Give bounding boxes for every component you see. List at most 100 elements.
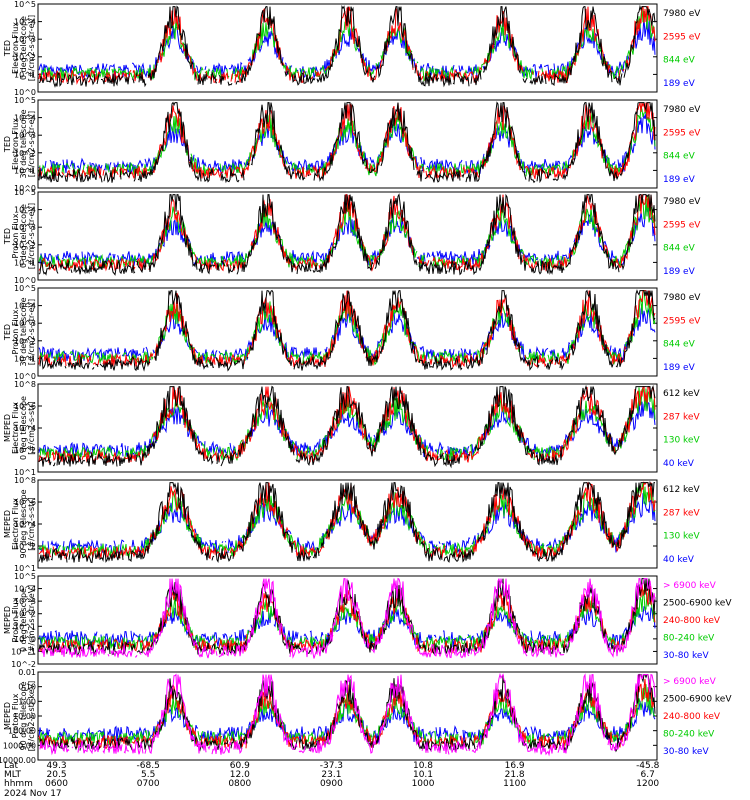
x-tick-label-mlt: 12.0 bbox=[230, 770, 250, 780]
legend-entry: 844 eV bbox=[663, 56, 696, 66]
y-axis-label-line: Proton Flux bbox=[11, 597, 20, 642]
y-tick-label: 10.00 bbox=[13, 712, 36, 721]
legend-entry: 2595 eV bbox=[663, 128, 701, 138]
legend-entry: 2595 eV bbox=[663, 316, 701, 326]
y-axis-label-line: Electron Flux bbox=[11, 118, 20, 170]
y-axis-label-line: 30 deg telescope bbox=[19, 297, 28, 366]
y-tick-label: 10^1 bbox=[14, 354, 36, 363]
legend-entry: 844 eV bbox=[663, 244, 696, 254]
y-axis-label-line: MEPED bbox=[3, 702, 12, 730]
series-line bbox=[38, 193, 656, 276]
legend-entry: 80-240 keV bbox=[663, 730, 715, 740]
y-axis-label-line: 0 deg telescope bbox=[19, 204, 28, 268]
y-tick-label: 10^5 bbox=[14, 572, 36, 581]
panel-frame bbox=[37, 287, 658, 377]
legend-entry: 40 keV bbox=[663, 555, 695, 565]
y-tick-label: 100.00 bbox=[8, 727, 36, 736]
legend-entry: 189 eV bbox=[663, 363, 696, 373]
legend-entry: 2500-6900 keV bbox=[663, 599, 732, 609]
legend-entry: 189 eV bbox=[663, 175, 696, 185]
y-tick-label: 10^2 bbox=[14, 446, 36, 455]
legend-entry: 30-80 keV bbox=[663, 747, 709, 757]
y-axis-label-line: [#/cm2-s-str-keV] bbox=[27, 585, 36, 656]
series-line bbox=[39, 289, 656, 372]
y-tick-label: 10^-1 bbox=[11, 647, 36, 656]
y-tick-label: 10^3 bbox=[14, 35, 36, 44]
x-tick-label-hhmm: 0800 bbox=[228, 779, 251, 789]
y-axis-label-line: Electron Flux bbox=[11, 402, 20, 454]
date-label: 2024 Nov 17 bbox=[4, 789, 62, 799]
y-tick-label: 10^1 bbox=[14, 468, 36, 477]
x-tick-label-hhmm: 0600 bbox=[45, 779, 68, 789]
x-row-label: hhmm bbox=[4, 779, 33, 789]
y-axis-label-line: 90 deg telescope bbox=[19, 489, 28, 558]
legend-entry: 7980 eV bbox=[663, 9, 701, 19]
y-tick-label: 10^1 bbox=[14, 622, 36, 631]
y-tick-label: 10^3 bbox=[14, 319, 36, 328]
legend-entry: 7980 eV bbox=[663, 293, 701, 303]
x-tick-label-mlt: 20.5 bbox=[47, 770, 67, 780]
legend-entry: 287 keV bbox=[663, 412, 700, 422]
y-tick-label: 10^8 bbox=[14, 476, 36, 485]
y-axis-label-line: TED bbox=[3, 324, 12, 341]
y-axis-label-line: [#/cm2-s-str] bbox=[27, 401, 36, 454]
panel-frame bbox=[37, 99, 658, 189]
y-tick-label: 0.10 bbox=[18, 683, 36, 692]
y-tick-label: 10^1 bbox=[14, 70, 36, 79]
series-line bbox=[38, 577, 656, 659]
y-tick-label: 10^2 bbox=[14, 610, 36, 619]
y-tick-label: 10^8 bbox=[14, 380, 36, 389]
y-tick-label: 10^0 bbox=[14, 276, 36, 285]
y-tick-label: 10^2 bbox=[14, 53, 36, 62]
legend-entry: 40 keV bbox=[663, 459, 695, 469]
legend-entry: 80-240 keV bbox=[663, 634, 715, 644]
panel-frame bbox=[37, 191, 658, 281]
x-tick-label-hhmm: 1200 bbox=[636, 779, 659, 789]
y-tick-label: 10^5 bbox=[14, 96, 36, 105]
y-axis-label-line: 0 deg telescope bbox=[19, 396, 28, 460]
x-tick-label-hhmm: 0900 bbox=[320, 779, 343, 789]
y-tick-label: 10^5 bbox=[14, 284, 36, 293]
y-axis-label-line: [#/cm2-s-str-eV] bbox=[27, 111, 36, 177]
y-tick-label: 10000.00 bbox=[0, 756, 36, 765]
y-tick-label: 10^1 bbox=[14, 564, 36, 573]
y-tick-label: 10^4 bbox=[14, 18, 36, 27]
legend-entry: 2595 eV bbox=[663, 32, 701, 42]
legend-entry: 7980 eV bbox=[663, 197, 701, 207]
y-tick-label: 10^3 bbox=[14, 597, 36, 606]
y-axis-label-line: Proton Flux bbox=[11, 693, 20, 738]
panel-7: 10^-2 10^-1 10^0 10^1 10^2 10^3 10^4 10^5 MEPED P… bbox=[3, 572, 732, 669]
panel-4: 10^0 10^1 10^2 10^3 10^4 10^5 TED Proton Flux 30… bbox=[3, 284, 701, 381]
y-tick-label: 10^5 bbox=[14, 0, 36, 9]
x-tick-label-hhmm: 1000 bbox=[412, 779, 435, 789]
series-line bbox=[39, 203, 656, 268]
panel-5: 10^1 10^2 10^4 10^6 10^8 MEPED Electron Flux 0 … bbox=[3, 380, 700, 477]
y-tick-label: 10^4 bbox=[14, 585, 36, 594]
panel-8: 10000.00 1000.00 100.00 10.00 1.00 0.10 0.01 ME… bbox=[0, 668, 732, 765]
y-tick-label: 10^4 bbox=[14, 206, 36, 215]
legend-entry: > 6900 keV bbox=[663, 581, 717, 591]
legend-entry: 287 keV bbox=[663, 508, 700, 518]
legend-entry: 844 eV bbox=[663, 152, 696, 162]
y-tick-label: 10^5 bbox=[14, 188, 36, 197]
legend-entry: 240-800 keV bbox=[663, 616, 721, 626]
y-axis-label-line: MEPED bbox=[3, 510, 12, 538]
y-tick-label: 10^-2 bbox=[11, 660, 36, 669]
panel-frame bbox=[37, 575, 658, 665]
y-axis-label-line: 0 deg telescope bbox=[19, 16, 28, 80]
x-tick-label-lat: 60.9 bbox=[230, 761, 250, 771]
y-axis-label-line: MEPED bbox=[3, 606, 12, 634]
panel-3: 10^0 10^1 10^2 10^3 10^4 10^5 TED Proton Flux 0 … bbox=[3, 188, 701, 285]
y-tick-label: 10^4 bbox=[14, 302, 36, 311]
legend-entry: 2595 eV bbox=[663, 220, 701, 230]
series-line bbox=[38, 101, 656, 184]
x-tick-label-mlt: 5.5 bbox=[141, 770, 155, 780]
y-tick-label: 10^2 bbox=[14, 241, 36, 250]
legend-entry: 130 keV bbox=[663, 436, 700, 446]
x-tick-label-lat: 10.8 bbox=[413, 761, 433, 771]
x-tick-label-lat: -68.5 bbox=[137, 761, 160, 771]
y-tick-label: 10^4 bbox=[14, 424, 36, 433]
legend-entry: 30-80 keV bbox=[663, 651, 709, 661]
legend-entry: 189 eV bbox=[663, 267, 696, 277]
y-tick-label: 10^3 bbox=[14, 223, 36, 232]
